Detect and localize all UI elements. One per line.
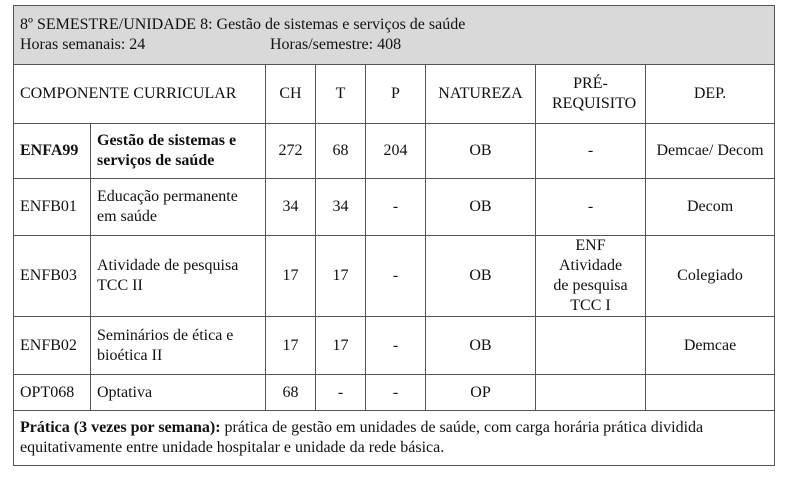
table-row: ENFB01 Educação permanente em saúde 34 34- O…: [13, 178, 776, 236]
footer-bold: Prática (3 vezes por semana):: [20, 419, 221, 436]
cell-t: 68: [315, 123, 366, 179]
cell-prereq: -: [535, 178, 646, 236]
cell-nature: OB: [425, 123, 536, 179]
cell-name: Atividade de pesquisa TCC II: [90, 235, 266, 317]
cell-dep: Demcae: [644, 316, 776, 375]
cell-ch: 34: [265, 178, 316, 236]
cell-name: Seminários de ética e bioética II: [90, 316, 266, 375]
cell-prereq: [535, 316, 646, 375]
cell-ch: 17: [265, 316, 316, 375]
cell-name: Gestão de sistemas e serviços de saúde: [90, 123, 266, 179]
header-ch: CH: [265, 64, 316, 124]
header-component: COMPONENTE CURRICULAR: [13, 64, 266, 124]
header-t: T: [315, 64, 366, 124]
cell-name: Optativa: [90, 374, 266, 411]
cell-dep: [644, 374, 776, 411]
cell-ch: 68: [265, 374, 316, 411]
header-nature: NATUREZA: [425, 64, 536, 124]
cell-name: Educação permanente em saúde: [90, 178, 266, 236]
cell-ch: 272: [265, 123, 316, 179]
header-row: COMPONENTE CURRICULAR CH T P NATUREZA PR…: [13, 64, 776, 124]
cell-dep: Decom: [644, 178, 776, 236]
cell-p: -: [365, 178, 426, 236]
cell-nature: OB: [425, 178, 536, 236]
cell-t: -: [315, 374, 366, 411]
header-dep: DEP.: [644, 64, 776, 124]
cell-code: ENFA99: [13, 123, 91, 179]
table-row: ENFA99 Gestão de sistemas e serviços de s…: [13, 123, 776, 179]
footer-text: prática de gestão em unidades de saúde, …: [20, 419, 704, 456]
footer-note: Prática (3 vezes por semana): prática de…: [12, 410, 776, 466]
cell-p: -: [365, 235, 426, 317]
cell-t: 17: [315, 235, 366, 317]
weekly-hours: Horas semanais: 24: [20, 36, 146, 53]
cell-prereq: ENF Atividade de pesquisa TCC I: [535, 235, 646, 317]
cell-t: 34: [315, 178, 366, 236]
header-p: P: [365, 64, 426, 124]
cell-nature: OB: [425, 316, 536, 375]
cell-p: 204: [365, 123, 426, 179]
cell-code: ENFB02: [13, 316, 91, 375]
table-row: OPT068 Optativa 68- - OP: [13, 374, 776, 411]
title-cell: 8º SEMESTRE/UNIDADE 8: Gestão de sistema…: [12, 5, 776, 65]
cell-nature: OB: [425, 235, 536, 317]
cell-p: -: [365, 374, 426, 411]
cell-prereq: [535, 374, 646, 411]
table-row: ENFB02 Seminários de ética e bioética II 1…: [13, 316, 776, 375]
cell-ch: 17: [265, 235, 316, 317]
table-row: ENFB03 Atividade de pesquisa TCC II 17 17- O…: [13, 235, 776, 317]
cell-prereq: -: [535, 123, 646, 179]
cell-code: ENFB03: [13, 235, 91, 317]
cell-dep: Colegiado: [644, 235, 776, 317]
curriculum-table-container: 8º SEMESTRE/UNIDADE 8: Gestão de sistema…: [12, 5, 776, 466]
footer-row: Prática (3 vezes por semana): prática de…: [12, 410, 776, 466]
cell-nature: OP: [425, 374, 536, 411]
title-row: 8º SEMESTRE/UNIDADE 8: Gestão de sistema…: [12, 5, 776, 65]
curriculum-table: 8º SEMESTRE/UNIDADE 8: Gestão de sistema…: [12, 5, 776, 466]
cell-t: 17: [315, 316, 366, 375]
header-prereq: PRÉ-REQUISITO: [535, 64, 646, 124]
cell-p: -: [365, 316, 426, 375]
cell-code: ENFB01: [13, 178, 91, 236]
cell-code: OPT068: [13, 374, 91, 411]
semester-title: 8º SEMESTRE/UNIDADE 8: Gestão de sistema…: [20, 16, 466, 33]
cell-dep: Demcae/ Decom: [644, 123, 776, 179]
semester-hours: Horas/semestre: 408: [270, 36, 402, 53]
